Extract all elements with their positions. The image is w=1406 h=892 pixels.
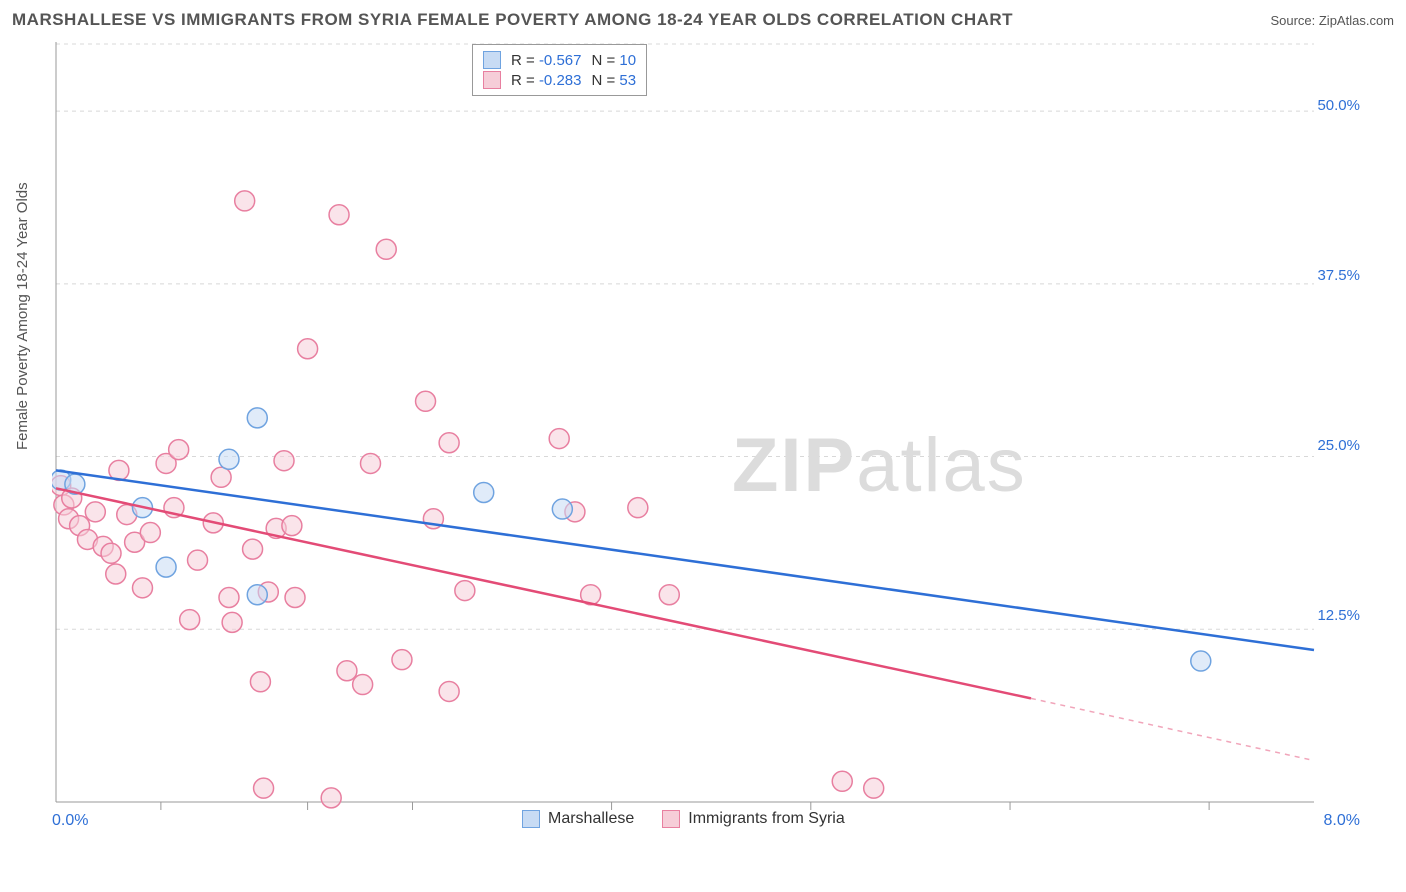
y-tick-label: 25.0% (1317, 437, 1360, 454)
chart-title: MARSHALLESE VS IMMIGRANTS FROM SYRIA FEM… (12, 10, 1013, 30)
swatch-icon (662, 810, 680, 828)
y-tick-label: 12.5% (1317, 607, 1360, 624)
y-tick-label: 37.5% (1317, 267, 1360, 284)
scatter-chart (52, 42, 1360, 842)
swatch-icon (483, 51, 501, 69)
legend-label: Marshallese (548, 810, 634, 828)
y-tick-label: 50.0% (1317, 97, 1360, 114)
y-axis-label: Female Poverty Among 18-24 Year Olds (14, 182, 31, 450)
swatch-icon (483, 71, 501, 89)
swatch-icon (522, 810, 540, 828)
chart-area: ZIPatlas R = -0.567 N = 10 R = -0.283 N … (52, 42, 1360, 842)
source-label: Source: ZipAtlas.com (1270, 13, 1394, 28)
legend-label: Immigrants from Syria (688, 810, 844, 828)
x-max-label: 8.0% (1324, 812, 1360, 830)
series-legend: Marshallese Immigrants from Syria (522, 810, 845, 828)
stats-legend: R = -0.567 N = 10 R = -0.283 N = 53 (472, 44, 647, 96)
x-min-label: 0.0% (52, 812, 88, 830)
